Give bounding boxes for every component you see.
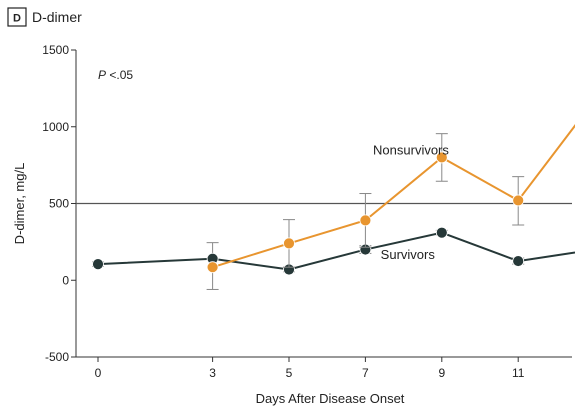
data-point-survivors (435, 226, 448, 239)
y-tick-label: 500 (49, 197, 69, 211)
y-tick-label: 1500 (42, 43, 69, 57)
series-label-nonsurvivors: Nonsurvivors (373, 142, 449, 157)
p-value-annotation: P <.05 (98, 68, 133, 82)
series-line-survivors (97, 231, 575, 271)
panel-header: D D-dimer (7, 7, 82, 27)
panel-letter: D (13, 13, 21, 25)
panel-letter-box (7, 7, 27, 27)
series-nonsurvivors (206, 124, 575, 274)
series-survivors (92, 226, 575, 290)
x-tick-label: 5 (286, 366, 293, 380)
data-point-nonsurvivors (512, 194, 525, 207)
x-tick-label: 0 (95, 366, 102, 380)
x-tick-label: 7 (362, 366, 369, 380)
data-point-survivors (512, 255, 525, 267)
series-label-survivors: Survivors (381, 247, 436, 262)
data-point-nonsurvivors (435, 151, 448, 164)
data-point-survivors (92, 258, 104, 271)
p-symbol: P (98, 68, 106, 82)
x-tick-label: 3 (209, 366, 216, 380)
p-value: <.05 (106, 68, 133, 82)
x-axis-title: Days After Disease Onset (256, 391, 405, 406)
x-tick-label: 11 (512, 366, 525, 380)
y-tick-label: 1000 (42, 120, 69, 134)
panel-title: D-dimer (32, 9, 82, 25)
series-layer (92, 124, 575, 290)
y-axis-title: D-dimer, mg/L (12, 163, 27, 245)
data-point-nonsurvivors (206, 261, 219, 274)
y-axis-ticks: -500 0 500 1000 1500 (42, 43, 76, 364)
x-axis-ticks: 035791113 (95, 357, 525, 380)
y-tick-label: -500 (45, 350, 69, 364)
data-point-nonsurvivors (283, 237, 295, 250)
data-point-nonsurvivors (359, 214, 372, 227)
series-line-nonsurvivors (212, 124, 575, 269)
x-tick-label: 9 (438, 366, 445, 380)
y-tick-label: 0 (62, 273, 69, 287)
